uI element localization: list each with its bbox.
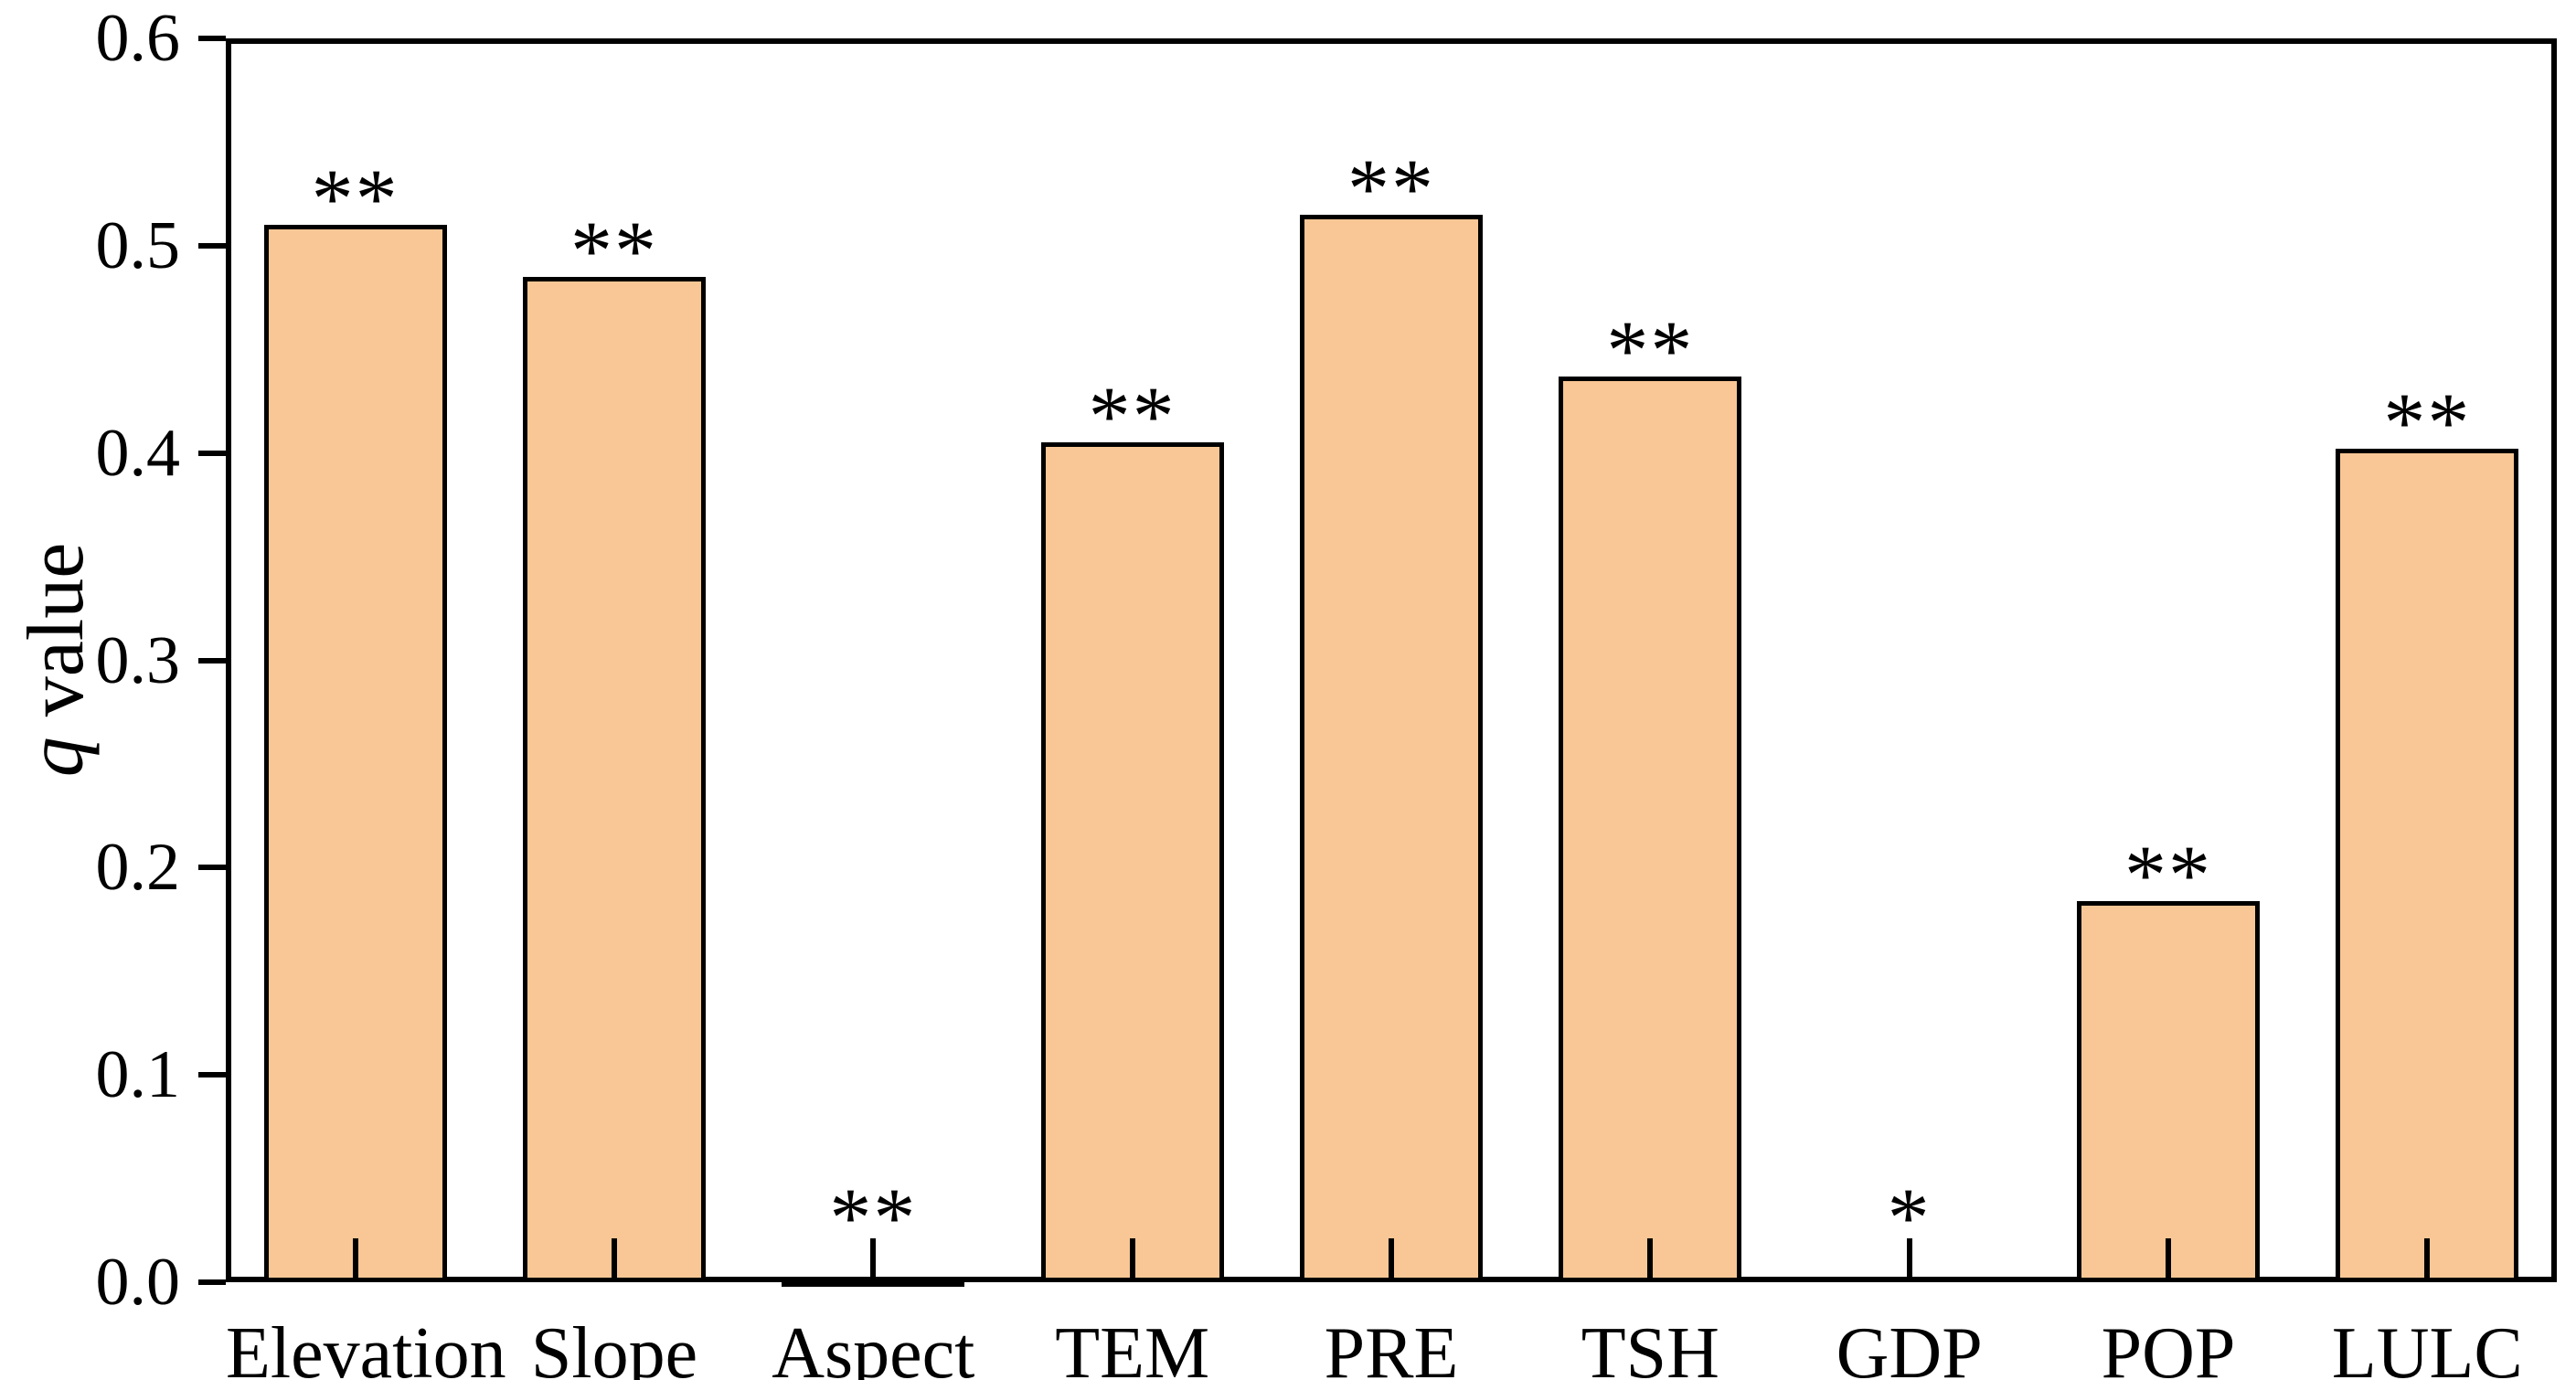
x-axis-label-aspect: Aspect	[772, 1313, 975, 1380]
bar-pop	[2077, 900, 2260, 1282]
bar-lulc	[2336, 449, 2519, 1282]
y-axis-tick-label-0.1: 0.1	[95, 1037, 181, 1113]
x-axis-label-tsh: TSH	[1581, 1313, 1719, 1380]
y-axis-tick-label-0.4: 0.4	[95, 415, 181, 491]
y-axis-tick-label-0.0: 0.0	[95, 1245, 181, 1320]
significance-marker-pre: **	[1347, 141, 1435, 235]
x-axis-tick-gdp	[1906, 1238, 1912, 1279]
x-axis-label-lulc: LULC	[2331, 1313, 2523, 1380]
x-axis-tick-lulc	[2424, 1238, 2431, 1279]
y-axis-title-italic-q: q	[12, 737, 101, 778]
bar-pre	[1300, 214, 1483, 1282]
significance-marker-pop: **	[2124, 827, 2212, 921]
x-axis-tick-tsh	[1647, 1238, 1654, 1279]
x-axis-label-pre: PRE	[1324, 1313, 1459, 1380]
y-axis-tick-label-0.2: 0.2	[95, 830, 181, 906]
x-axis-tick-tem	[1129, 1238, 1135, 1279]
y-axis-tick-0.5	[198, 242, 226, 249]
bar-elevation	[263, 225, 447, 1282]
x-axis-label-pop: POP	[2101, 1313, 2236, 1380]
x-axis-label-slope: Slope	[530, 1313, 698, 1380]
x-axis-label-gdp: GDP	[1836, 1313, 1983, 1380]
significance-marker-tem: **	[1088, 369, 1176, 463]
y-axis-tick-label-0.5: 0.5	[95, 207, 181, 283]
y-axis-tick-0.0	[198, 1279, 226, 1285]
x-axis-tick-pre	[1389, 1238, 1394, 1279]
bar-slope	[523, 276, 706, 1282]
y-axis-tick-0.6	[198, 36, 226, 41]
y-axis-tick-label-0.3: 0.3	[95, 622, 181, 698]
y-axis-tick-0.1	[198, 1072, 226, 1078]
x-axis-tick-slope	[612, 1238, 617, 1279]
y-axis-tick-0.3	[198, 657, 226, 663]
significance-marker-lulc: **	[2383, 376, 2472, 470]
significance-marker-elevation: **	[311, 152, 399, 246]
x-axis-tick-pop	[2166, 1238, 2171, 1279]
bar-tem	[1040, 442, 1224, 1282]
y-axis-tick-0.2	[198, 865, 226, 871]
significance-marker-tsh: **	[1606, 303, 1695, 397]
significance-marker-slope: **	[570, 203, 658, 297]
x-axis-tick-elevation	[352, 1238, 358, 1279]
y-axis-tick-0.4	[198, 450, 226, 456]
bar-aspect	[782, 1278, 965, 1288]
y-axis-tick-label-0.6: 0.6	[95, 1, 181, 76]
bar-tsh	[1559, 376, 1742, 1282]
x-axis-label-elevation: Elevation	[226, 1313, 506, 1380]
x-axis-label-tem: TEM	[1055, 1313, 1210, 1380]
x-axis-tick-aspect	[870, 1238, 877, 1279]
